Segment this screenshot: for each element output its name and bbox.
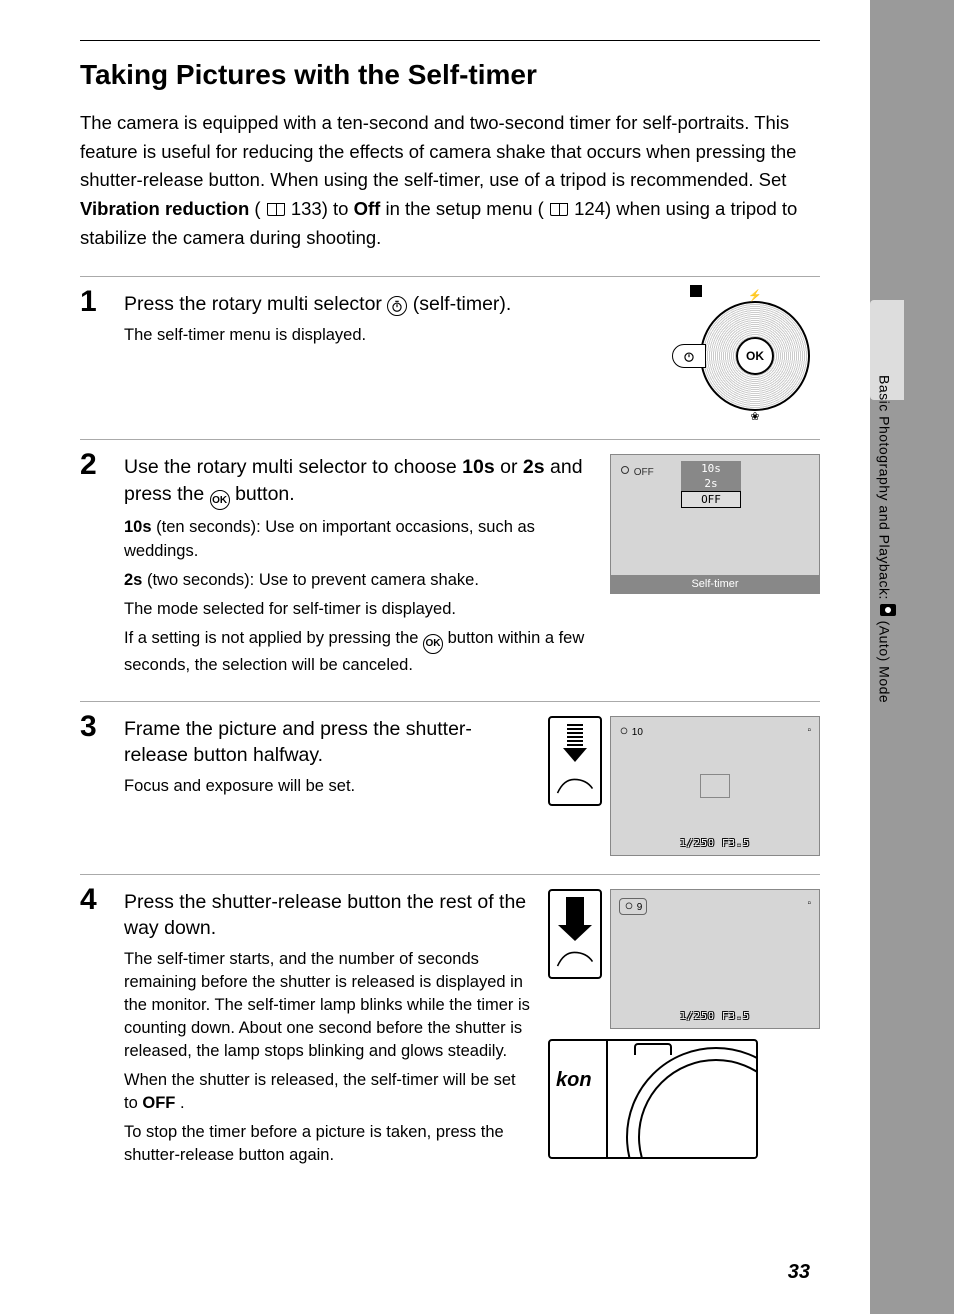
text: . xyxy=(180,1094,185,1112)
intro-bold: Vibration reduction xyxy=(80,198,249,219)
text: Basic Photography and Playback: xyxy=(876,375,892,604)
mode-icon: ▫ xyxy=(807,898,811,909)
page-number: 33 xyxy=(788,1261,810,1284)
step-text: The self-timer starts, and the number of… xyxy=(124,948,530,1063)
rotary-selector-diagram: OK ⚡ ❀ xyxy=(690,291,820,421)
text: (ten seconds): Use on important occasion… xyxy=(124,518,535,559)
mode-icon: ▫ xyxy=(807,725,811,736)
finger-icon xyxy=(556,770,594,798)
ok-button-label: OK xyxy=(736,337,774,375)
step-text: To stop the timer before a picture is ta… xyxy=(124,1121,530,1167)
step-number: 3 xyxy=(80,710,120,744)
brand-logo: kon xyxy=(556,1069,592,1092)
step-heading: Use the rotary multi selector to choose … xyxy=(124,454,592,510)
text-bold: OFF xyxy=(142,1094,175,1112)
manual-ref-icon xyxy=(267,203,285,216)
flash-icon: ⚡ xyxy=(748,289,762,302)
text-bold: 2s xyxy=(124,571,142,589)
option-off-selected: OFF xyxy=(681,491,741,508)
timer-countdown: 9 xyxy=(619,898,647,915)
text: button. xyxy=(235,483,295,505)
text: Press the rotary multi selector xyxy=(124,293,387,315)
intro-bold: Off xyxy=(354,198,381,219)
step-1: 1 Press the rotary multi selector (self-… xyxy=(80,276,820,439)
camera-icon xyxy=(880,604,896,616)
step-4: 4 Press the shutter-release button the r… xyxy=(80,874,820,1191)
step-text: The mode selected for self-timer is disp… xyxy=(124,598,592,621)
page-title: Taking Pictures with the Self-timer xyxy=(80,40,820,91)
step-text: Focus and exposure will be set. xyxy=(124,775,530,798)
step-3: 3 Frame the picture and press the shutte… xyxy=(80,701,820,874)
step-heading: Press the shutter-release button the res… xyxy=(124,889,530,942)
step-heading: Press the rotary multi selector (self-ti… xyxy=(124,291,672,317)
text: 9 xyxy=(637,902,643,913)
timer-options: 10s 2s OFF xyxy=(681,461,741,508)
intro-text: in the setup menu ( xyxy=(385,198,543,219)
full-press-diagram xyxy=(548,889,602,979)
text: (Auto) Mode xyxy=(876,621,892,704)
exposure-comp-icon xyxy=(690,285,702,297)
exposure-readout: 1/250 F3.5 xyxy=(611,838,819,849)
manual-ref-icon xyxy=(550,203,568,216)
half-press-diagram xyxy=(548,716,602,806)
timer-countdown: 10 xyxy=(619,725,643,738)
intro-text: 133) to xyxy=(291,198,354,219)
step-number: 4 xyxy=(80,883,120,917)
text: (two seconds): Use to prevent camera sha… xyxy=(142,571,479,589)
finger-icon xyxy=(556,943,594,971)
exposure-readout: 1/250 F3.5 xyxy=(611,1011,819,1022)
text: If a setting is not applied by pressing … xyxy=(124,629,423,647)
step-number: 1 xyxy=(80,285,120,319)
lcd-preview: 9 ▫ 1/250 F3.5 xyxy=(610,889,820,1029)
lcd-caption: Self-timer xyxy=(611,575,819,593)
camera-lamp-diagram: kon xyxy=(548,1039,758,1159)
step-text: The self-timer menu is displayed. xyxy=(124,324,672,347)
steps-list: 1 Press the rotary multi selector (self-… xyxy=(80,276,820,1191)
ok-button-icon: OK xyxy=(210,490,230,510)
option-2s: 2s xyxy=(681,476,741,491)
timer-status-icon: OFF xyxy=(619,463,654,478)
self-timer-icon xyxy=(387,296,407,316)
self-timer-indicator xyxy=(672,344,706,368)
text: or xyxy=(500,456,523,478)
text-bold: 10s xyxy=(124,518,152,536)
text: Use the rotary multi selector to choose xyxy=(124,456,462,478)
text-bold: 10s xyxy=(462,456,495,478)
focus-area xyxy=(700,774,730,798)
macro-icon: ❀ xyxy=(750,410,759,423)
step-text: If a setting is not applied by pressing … xyxy=(124,627,592,677)
option-10s: 10s xyxy=(681,461,741,476)
intro-paragraph: The camera is equipped with a ten-second… xyxy=(80,109,820,252)
intro-text: The camera is equipped with a ten-second… xyxy=(80,112,796,190)
step-text: When the shutter is released, the self-t… xyxy=(124,1069,530,1115)
step-number: 2 xyxy=(80,448,120,482)
manual-page: Taking Pictures with the Self-timer The … xyxy=(0,0,870,1314)
step-heading: Frame the picture and press the shutter-… xyxy=(124,716,530,769)
ok-button-icon: OK xyxy=(423,634,443,654)
text: 10 xyxy=(632,727,643,738)
lcd-preview: 10 ▫ 1/250 F3.5 xyxy=(610,716,820,856)
text: OFF xyxy=(634,467,654,478)
step-text: 2s (two seconds): Use to prevent camera … xyxy=(124,569,592,592)
text: (self-timer). xyxy=(413,293,512,315)
text-bold: 2s xyxy=(523,456,545,478)
lcd-self-timer-menu: OFF 10s 2s OFF Self-timer xyxy=(610,454,820,594)
section-label: Basic Photography and Playback: (Auto) M… xyxy=(876,375,898,703)
step-text: 10s (ten seconds): Use on important occa… xyxy=(124,516,592,562)
step-2: 2 Use the rotary multi selector to choos… xyxy=(80,439,820,701)
intro-text: ( xyxy=(254,198,260,219)
